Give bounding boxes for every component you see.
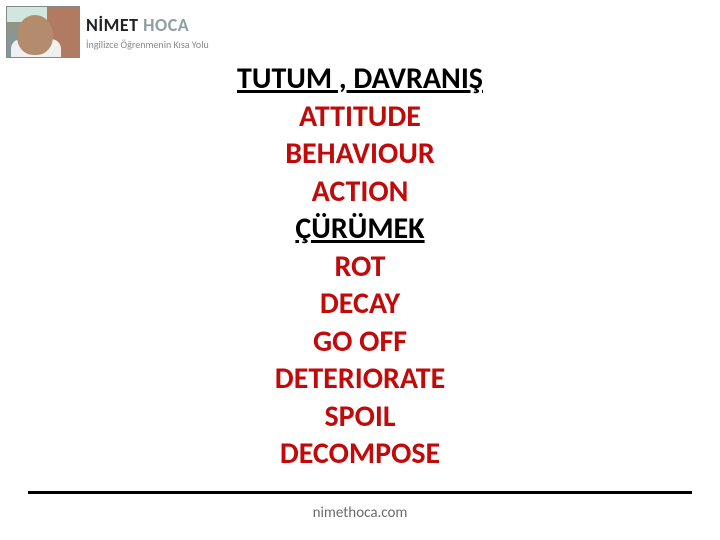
brand-name: NİMET HOCA [86, 14, 209, 36]
vocab-word: ACTION [0, 173, 720, 211]
vocab-word: DECOMPOSE [0, 435, 720, 473]
logo-block: NİMET HOCA İngilizce Öğrenmenin Kısa Yol… [6, 6, 209, 58]
vocab-word: SPOIL [0, 398, 720, 436]
slide: NİMET HOCA İngilizce Öğrenmenin Kısa Yol… [0, 0, 720, 540]
footer-text: nimethoca.com [0, 504, 720, 522]
vocab-word: DETERIORATE [0, 360, 720, 398]
vocab-word: DECAY [0, 285, 720, 323]
vocab-word: BEHAVIOUR [0, 135, 720, 173]
vocab-word: ATTITUDE [0, 98, 720, 136]
vocab-word: ROT [0, 248, 720, 286]
brand: NİMET HOCA İngilizce Öğrenmenin Kısa Yol… [86, 14, 209, 51]
brand-name-part2: HOCA [143, 14, 189, 36]
vocab-word: GO OFF [0, 323, 720, 361]
brand-subtitle: İngilizce Öğrenmenin Kısa Yolu [86, 38, 209, 51]
avatar [6, 6, 80, 58]
group-heading: TUTUM , DAVRANIŞ [0, 60, 720, 98]
group-heading: ÇÜRÜMEK [0, 210, 720, 248]
footer-divider [28, 491, 692, 494]
brand-name-part1: NİMET [86, 14, 139, 36]
vocabulary-content: TUTUM , DAVRANIŞ ATTITUDE BEHAVIOUR ACTI… [0, 60, 720, 473]
